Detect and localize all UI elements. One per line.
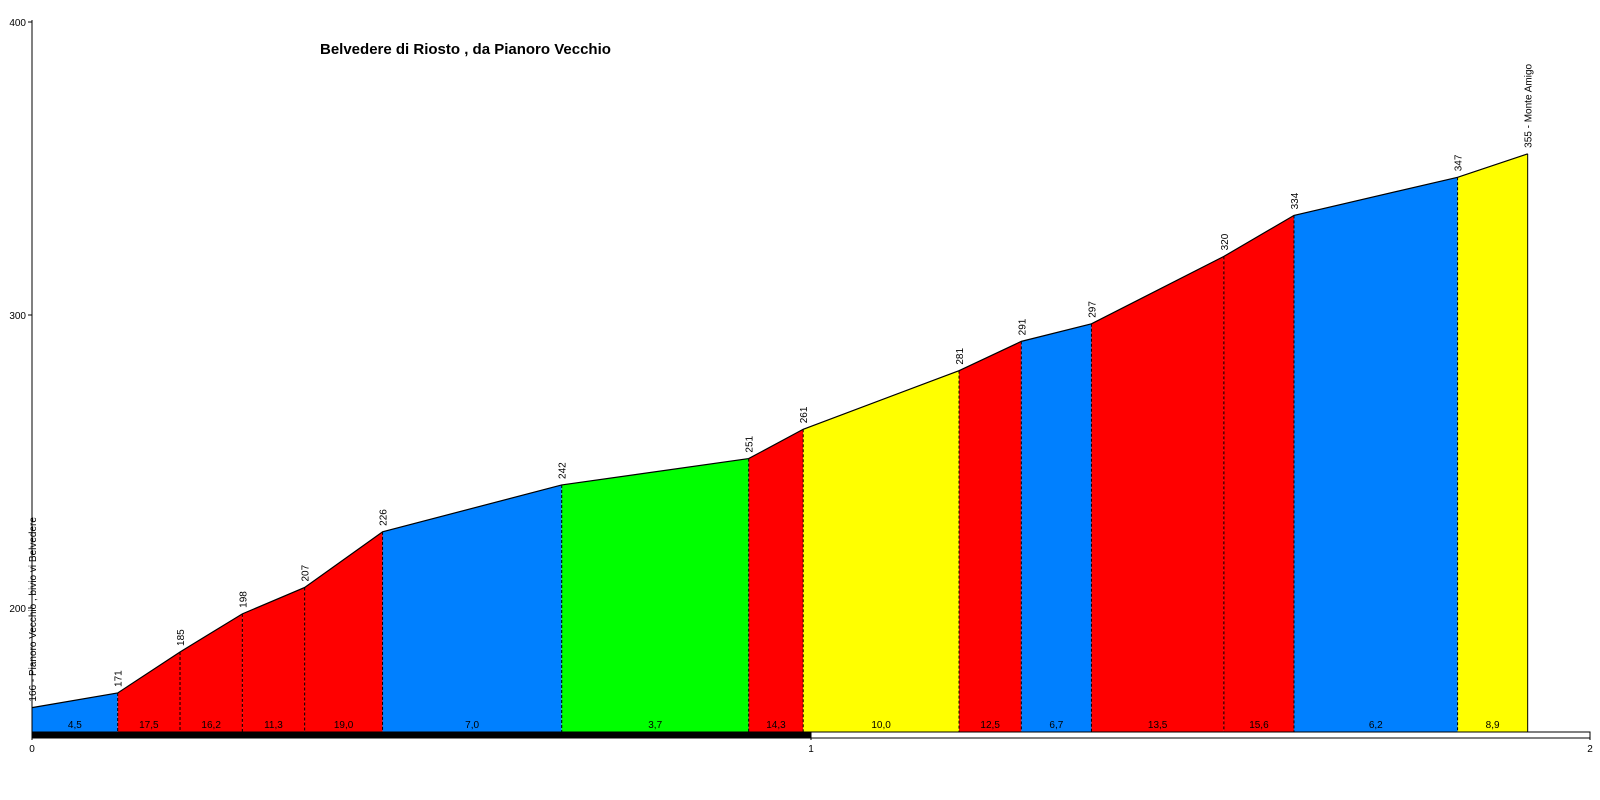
y-tick-label: 400 [9, 18, 26, 29]
segment-fill [1091, 256, 1224, 732]
segment-fill [748, 429, 804, 732]
profile-line [31, 153, 1528, 709]
segment-fill [180, 613, 243, 732]
segment-fill [1223, 215, 1294, 732]
segment-fill [1021, 323, 1092, 732]
elevation-label: 347 [1454, 154, 1465, 171]
elevation-label: 198 [238, 591, 249, 608]
segment-fill [1293, 177, 1458, 733]
distance-scale-bar [31, 731, 1591, 739]
grade-label: 19,0 [334, 720, 354, 731]
segment-fills [32, 153, 1528, 733]
grade-label: 15,6 [1249, 720, 1269, 731]
elevation-label: 251 [745, 435, 756, 452]
segment-fill [959, 341, 1022, 732]
grade-labels: 4,5 17,5 16,2 11,3 19,0 7,0 3,7 14,3 10,0 12,5 6,7… [68, 720, 1500, 731]
elevation-label: 291 [1017, 318, 1028, 335]
grade-label: 7,0 [465, 720, 479, 731]
grade-label: 4,5 [68, 720, 82, 731]
grade-label: 6,7 [1049, 720, 1063, 731]
segment-fill [32, 692, 118, 732]
grade-label: 10,0 [871, 720, 891, 731]
x-tick-label: 2 [1587, 744, 1593, 755]
elevation-label: 242 [558, 462, 569, 479]
grade-label: 16,2 [201, 720, 221, 731]
profile-line-group [31, 153, 1528, 709]
segment-fill [242, 587, 305, 732]
grade-label: 17,5 [139, 720, 159, 731]
elevation-label: 261 [799, 406, 810, 423]
elevation-label: 185 [176, 629, 187, 646]
elevation-label: 281 [955, 348, 966, 365]
scale-bar-km [810, 731, 1591, 739]
elevation-label: 166 - Pianoro Vecchio , bivio vi Belvede… [28, 517, 39, 702]
elevation-label: 334 [1290, 192, 1301, 209]
axes: 200 300 400 0 1 2 [9, 18, 1593, 755]
elevation-labels: 166 - Pianoro Vecchio , bivio vi Belvede… [28, 63, 1535, 701]
grade-label: 14,3 [766, 720, 786, 731]
elevation-label: 207 [301, 564, 312, 581]
elevation-label: 226 [379, 509, 390, 526]
grade-label: 6,2 [1369, 720, 1383, 731]
grade-label: 12,5 [980, 720, 1000, 731]
elevation-label: 171 [114, 670, 125, 687]
grade-label: 3,7 [648, 720, 662, 731]
elevation-label: 355 - Monte Amigo [1524, 63, 1535, 147]
elevation-label: 297 [1087, 301, 1098, 318]
x-tick-label: 1 [808, 744, 814, 755]
segment-fill [117, 651, 181, 732]
grade-label: 8,9 [1486, 720, 1500, 731]
segment-fill [561, 458, 749, 732]
segment-fill [803, 370, 960, 732]
segment-fill [382, 484, 562, 732]
grade-label: 11,3 [264, 720, 283, 731]
x-tick-label: 0 [29, 744, 35, 755]
scale-bar-km [31, 731, 812, 739]
segment-dividers [117, 153, 1529, 732]
segment-fill [304, 531, 383, 732]
chart-title: Belvedere di Riosto , da Pianoro Vecchio [320, 41, 611, 58]
y-tick-label: 200 [9, 604, 26, 615]
elevation-label: 320 [1220, 233, 1231, 250]
segment-fill [1457, 153, 1528, 733]
y-tick-label: 300 [9, 311, 26, 322]
grade-label: 13,5 [1148, 720, 1168, 731]
